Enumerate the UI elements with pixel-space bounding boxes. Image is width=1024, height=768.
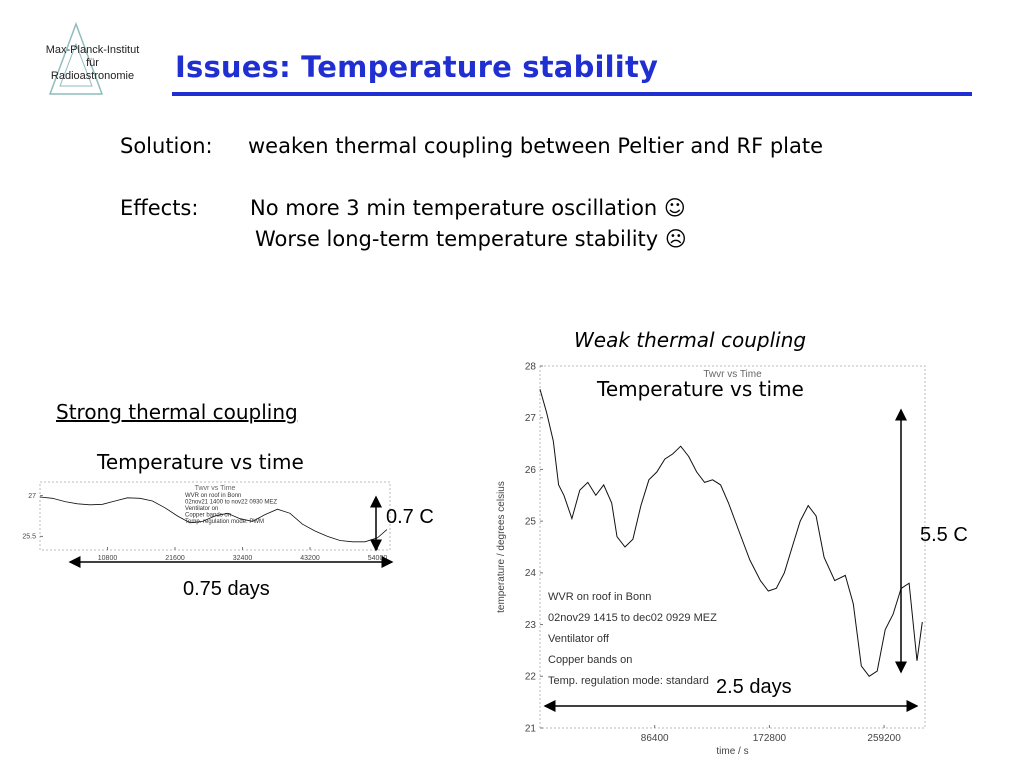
weak-chart-x-axis-label: time / s bbox=[716, 746, 748, 757]
weak-chart-y-tick-label: 24 bbox=[525, 568, 537, 579]
strong-chart-legend-line: 02nov21 1400 to nov22 0930 MEZ bbox=[185, 500, 277, 506]
weak-chart-y-tick-label: 22 bbox=[525, 672, 537, 683]
weak-chart-y-tick-label: 21 bbox=[525, 723, 537, 734]
strong-chart-plot-frame bbox=[39, 481, 391, 551]
weak-chart-series-line bbox=[539, 389, 923, 677]
effects-label: Effects: bbox=[120, 196, 199, 220]
institute-logo: Max-Planck-Institut für Radioastronomie bbox=[30, 20, 155, 100]
strong-chart-legend-line: Temp. regulation mode: PWM bbox=[185, 519, 264, 525]
slide-title: Issues: Temperature stability bbox=[175, 50, 659, 84]
effects-line-2: Worse long-term temperature stability ☹ bbox=[255, 227, 687, 251]
strong-chart-series-line bbox=[39, 496, 388, 543]
left-delta-label: 0.7 C bbox=[386, 506, 434, 528]
triangle-logo-icon bbox=[48, 21, 104, 95]
left-span-label: 0.75 days bbox=[183, 578, 270, 600]
strong-chart-y-tick-label: 25.5 bbox=[22, 534, 36, 541]
weak-chart-y-tick-label: 25 bbox=[525, 516, 537, 527]
weak-chart-plot-frame bbox=[539, 365, 926, 729]
weak-chart-y-tick-label: 27 bbox=[525, 413, 537, 424]
strong-coupling-subtitle: Temperature vs time bbox=[97, 450, 304, 474]
weak-chart-x-tick-label: 172800 bbox=[753, 733, 787, 744]
solution-text: weaken thermal coupling between Peltier … bbox=[248, 134, 824, 158]
weak-coupling-heading: Weak thermal coupling bbox=[574, 328, 807, 352]
solution-label: Solution: bbox=[120, 134, 213, 158]
weak-chart-legend-line: Temp. regulation mode: standard bbox=[548, 675, 709, 687]
logo-line-3: Radioastronomie bbox=[50, 70, 135, 82]
strong-chart-legend-line: WVR on roof in Bonn bbox=[185, 493, 241, 499]
weak-coupling-subtitle: Temperature vs time bbox=[597, 377, 804, 401]
strong-coupling-heading: Strong thermal coupling bbox=[56, 400, 298, 424]
weak-coupling-chart: Twvr vs Time 86400 172800 259200 21 22 23 24 25 2… bbox=[496, 361, 926, 757]
weak-chart-x-tick-label: 259200 bbox=[867, 733, 901, 744]
weak-chart-title: Twvr vs Time bbox=[703, 369, 762, 380]
strong-chart-legend-line: Copper bands on bbox=[185, 513, 231, 519]
weak-chart-legend-line: WVR on roof in Bonn bbox=[548, 591, 651, 603]
strong-chart-y-tick-label: 27 bbox=[28, 493, 36, 500]
weak-chart-y-axis-label: temperature / degrees celsius bbox=[496, 481, 507, 613]
logo-line-1: Max-Planck-Institut bbox=[45, 44, 140, 56]
right-span-label: 2.5 days bbox=[716, 676, 792, 698]
weak-chart-y-tick-label: 26 bbox=[525, 465, 537, 476]
logo-line-2: für bbox=[86, 57, 99, 69]
weak-chart-y-tick-label: 23 bbox=[525, 620, 537, 631]
weak-chart-legend-line: Ventilator off bbox=[548, 633, 610, 645]
strong-chart-title: Twvr vs Time bbox=[195, 485, 236, 492]
right-delta-label: 5.5 C bbox=[920, 524, 968, 546]
weak-chart-legend-line: 02nov29 1415 to dec02 0929 MEZ bbox=[548, 612, 717, 624]
weak-chart-x-tick-label: 86400 bbox=[641, 733, 669, 744]
title-underline bbox=[172, 92, 972, 96]
weak-chart-y-tick-label: 28 bbox=[525, 361, 537, 372]
weak-chart-legend-line: Copper bands on bbox=[548, 654, 632, 666]
effects-line-1: No more 3 min temperature oscillation ☺ bbox=[250, 196, 686, 220]
strong-chart-legend-line: Ventilator on bbox=[185, 506, 218, 512]
